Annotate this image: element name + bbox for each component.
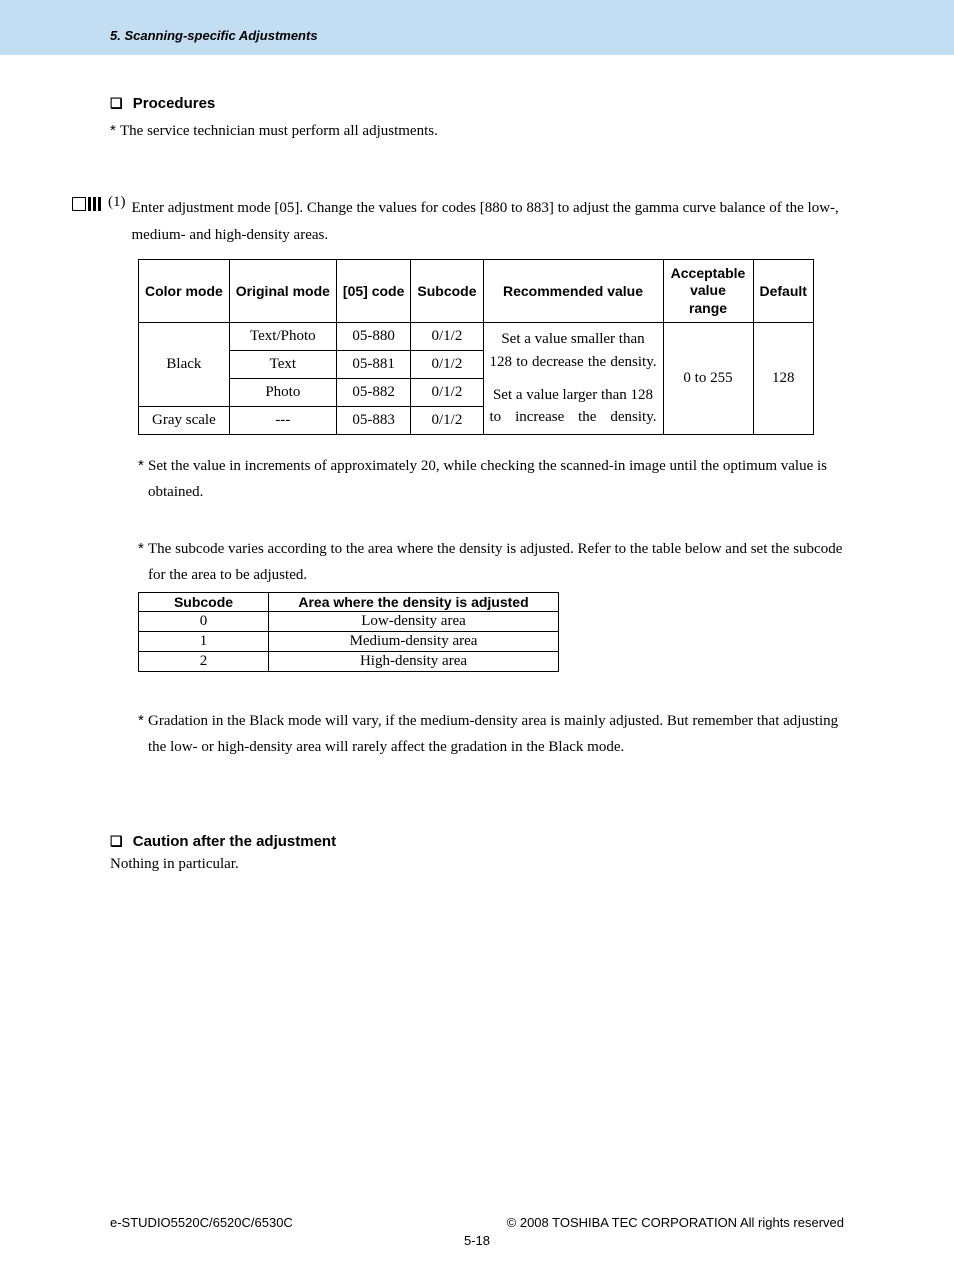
- cell-color-mode: Black: [139, 323, 230, 407]
- th-subcode: Subcode: [411, 259, 483, 323]
- footer-page: 5-18: [0, 1233, 954, 1248]
- asterisk: *: [110, 122, 120, 139]
- table-row: 0 Low-density area: [139, 612, 559, 632]
- step-text: Enter adjustment mode [05]. Change the v…: [132, 195, 845, 249]
- th-subcode: Subcode: [139, 593, 269, 612]
- table-row: Black Text/Photo 05-880 0/1/2 Set a valu…: [139, 323, 814, 351]
- cell-default: 128: [753, 323, 813, 435]
- asterisk: *: [138, 457, 148, 474]
- th-default: Default: [753, 259, 813, 323]
- cell-original-mode: ---: [229, 407, 336, 435]
- page-content: Procedures * The service technician must…: [0, 95, 954, 873]
- step-1-row: (1) Enter adjustment mode [05]. Change t…: [72, 195, 844, 249]
- main-table: Color mode Original mode [05] code Subco…: [138, 259, 814, 436]
- table-header-row: Subcode Area where the density is adjust…: [139, 593, 559, 612]
- note-2-text: The subcode varies according to the area…: [148, 541, 842, 583]
- cell-subcode: 0/1/2: [411, 407, 483, 435]
- chapter-title: 5. Scanning-specific Adjustments: [110, 28, 318, 43]
- th-code: [05] code: [336, 259, 410, 323]
- cell-recommended-bottom: Set a value larger than 128 to increase …: [483, 379, 663, 435]
- note-3: * Gradation in the Black mode will vary,…: [138, 708, 844, 761]
- cell-subcode: 0/1/2: [411, 379, 483, 407]
- cell-original-mode: Text/Photo: [229, 323, 336, 351]
- note-1: * Set the value in increments of approxi…: [138, 453, 844, 506]
- cell-subcode: 0/1/2: [411, 323, 483, 351]
- cell-area: Medium-density area: [269, 632, 559, 652]
- cell-range: 0 to 255: [663, 323, 753, 435]
- th-original-mode: Original mode: [229, 259, 336, 323]
- procedures-intro: * The service technician must perform al…: [110, 118, 844, 145]
- sub-table: Subcode Area where the density is adjust…: [138, 592, 559, 672]
- cell-subcode: 0: [139, 612, 269, 632]
- footer-model: e-STUDIO5520C/6520C/6530C: [110, 1215, 293, 1230]
- bars-icon: [88, 197, 102, 211]
- cell-area: Low-density area: [269, 612, 559, 632]
- note-2: * The subcode varies according to the ar…: [138, 536, 844, 589]
- note-1-text: Set the value in increments of approxima…: [148, 458, 827, 500]
- caution-heading-text: Caution after the adjustment: [133, 833, 336, 850]
- step-number: (1): [108, 194, 126, 211]
- cell-area: High-density area: [269, 652, 559, 672]
- note-3-text: Gradation in the Black mode will vary, i…: [148, 713, 838, 755]
- caution-text: Nothing in particular.: [110, 856, 844, 873]
- cell-code: 05-881: [336, 351, 410, 379]
- table-row: 2 High-density area: [139, 652, 559, 672]
- footer-copyright: © 2008 TOSHIBA TEC CORPORATION All right…: [507, 1215, 844, 1230]
- cell-subcode: 0/1/2: [411, 351, 483, 379]
- procedures-heading: Procedures: [110, 95, 844, 112]
- table-row: 1 Medium-density area: [139, 632, 559, 652]
- footer: e-STUDIO5520C/6520C/6530C © 2008 TOSHIBA…: [0, 1215, 954, 1230]
- th-range: Acceptable value range: [663, 259, 753, 323]
- asterisk: *: [138, 540, 148, 557]
- procedures-heading-text: Procedures: [133, 95, 216, 112]
- asterisk: *: [138, 712, 148, 729]
- cell-code: 05-880: [336, 323, 410, 351]
- header-band: 5. Scanning-specific Adjustments: [0, 0, 954, 55]
- cell-original-mode: Photo: [229, 379, 336, 407]
- procedures-intro-text: The service technician must perform all …: [120, 123, 438, 139]
- cell-subcode: 2: [139, 652, 269, 672]
- caution-heading: Caution after the adjustment: [110, 833, 844, 850]
- cell-subcode: 1: [139, 632, 269, 652]
- main-table-wrapper: Color mode Original mode [05] code Subco…: [138, 259, 844, 436]
- square-icon: [72, 197, 86, 211]
- table-header-row: Color mode Original mode [05] code Subco…: [139, 259, 814, 323]
- th-area: Area where the density is adjusted: [269, 593, 559, 612]
- th-color-mode: Color mode: [139, 259, 230, 323]
- cell-code: 05-882: [336, 379, 410, 407]
- cell-code: 05-883: [336, 407, 410, 435]
- cell-recommended-top: Set a value smaller than 128 to decrease…: [483, 323, 663, 379]
- cell-original-mode: Text: [229, 351, 336, 379]
- th-recommended: Recommended value: [483, 259, 663, 323]
- step-icons: [72, 197, 102, 211]
- cell-color-mode: Gray scale: [139, 407, 230, 435]
